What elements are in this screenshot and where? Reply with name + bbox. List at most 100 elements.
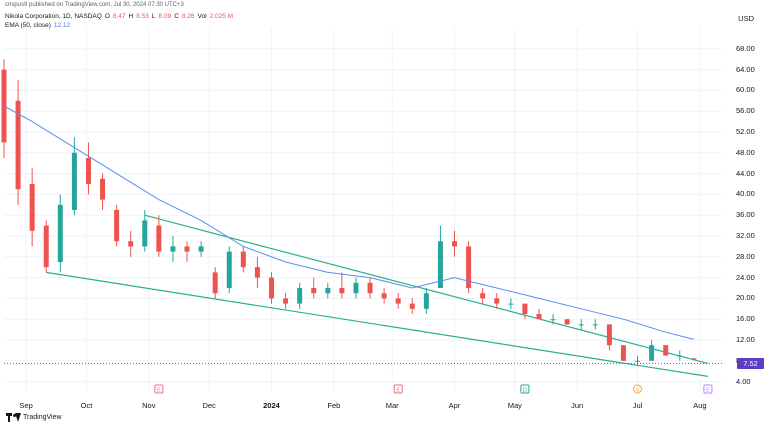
volume-key: Vol (197, 13, 207, 20)
candle-body (494, 298, 500, 304)
candle-body (508, 303, 514, 305)
candle-body (606, 324, 612, 346)
event-marker-label: E (396, 388, 400, 394)
event-marker (520, 384, 530, 394)
event-marker (703, 384, 713, 394)
candle-body (423, 293, 429, 309)
ema-label: EMA (50, close) (5, 22, 51, 29)
candle-body (283, 298, 289, 304)
chart-legend: Nikola Corporation, 1D, NASDAQ O 8.47 H 8.… (5, 12, 233, 30)
candle-body (480, 293, 486, 299)
event-marker-label: E (157, 388, 161, 394)
ohlc-legend-row: Nikola Corporation, 1D, NASDAQ O 8.47 H 8.… (5, 12, 233, 21)
close-key: C (174, 13, 179, 20)
candle-body (170, 246, 176, 252)
event-marker-label: D (523, 388, 527, 394)
candle-body (114, 210, 120, 242)
time-tick-label: Dec (202, 401, 216, 410)
brand-label: TradingView (23, 414, 62, 421)
price-tick-label: 44.00 (736, 168, 755, 178)
time-tick-label: Mar (385, 401, 399, 410)
candle-body (592, 324, 598, 326)
candle-body (367, 282, 373, 294)
close-value: 8.26 (181, 13, 195, 20)
candle-body (550, 319, 556, 321)
low-key: L (151, 13, 156, 20)
price-tick-label: 4.00 (736, 376, 751, 386)
candle-body (437, 241, 443, 288)
candle-body (522, 303, 528, 314)
candle-body (198, 246, 204, 252)
tradingview-logo[interactable]: TradingView (6, 413, 62, 422)
ema-value: 12.12 (53, 22, 71, 29)
candle-body (71, 152, 77, 210)
price-tick-label: 28.00 (736, 251, 755, 261)
open-value: 8.47 (112, 13, 126, 20)
candle-body (254, 267, 260, 278)
time-tick-label: Feb (327, 401, 341, 410)
event-marker (393, 384, 403, 394)
candle-body (649, 345, 655, 361)
candle-body (663, 345, 669, 356)
candle-body (620, 345, 626, 361)
event-marker-label: S (636, 388, 640, 394)
candle-body (691, 358, 697, 360)
low-value: 8.09 (158, 13, 172, 20)
candle-body (85, 158, 91, 184)
price-tick-label: 12.00 (736, 335, 755, 344)
open-key: O (104, 13, 110, 20)
price-tick-label: 40.00 (736, 189, 755, 199)
candle-body (381, 293, 387, 299)
time-tick-label: Aug (693, 401, 707, 410)
candle-body (240, 251, 246, 268)
ema-line (3, 105, 694, 340)
price-tick-label: 52.00 (736, 127, 755, 136)
price-tick-label: 32.00 (736, 231, 755, 240)
candle-body (536, 314, 542, 320)
candle-body (677, 355, 683, 357)
price-tick-label: 20.00 (736, 293, 755, 303)
time-tick-label: Jun (571, 401, 584, 410)
candle-body (578, 324, 584, 326)
price-tick-label: 48.00 (736, 147, 755, 157)
candle-body (311, 288, 317, 294)
candle-body (226, 251, 232, 288)
high-value: 8.53 (136, 13, 149, 20)
candle-body (395, 298, 401, 304)
candle-body (142, 220, 148, 247)
time-tick-label: 2024 (263, 401, 280, 410)
symbol-label[interactable]: Nikola Corporation, 1D, NASDAQ (5, 13, 102, 20)
candle-body (156, 225, 162, 252)
time-tick-label: Nov (142, 401, 156, 410)
tradingview-icon (6, 413, 21, 422)
candle-body (564, 319, 570, 325)
candle-body (268, 277, 274, 299)
candle-body (466, 246, 472, 288)
candle-body (15, 100, 21, 190)
candle-body (212, 272, 218, 294)
event-marker (154, 384, 164, 394)
candle-body (409, 303, 415, 309)
high-key: H (128, 13, 134, 20)
time-tick-label: Jul (632, 401, 643, 410)
candle-body (339, 288, 345, 294)
event-marker (633, 384, 643, 394)
time-tick-label: Sep (19, 401, 33, 410)
time-tick-label: Oct (80, 401, 93, 410)
price-tick-label: 24.00 (736, 272, 755, 282)
ema-legend-row[interactable]: EMA (50, close) 12.12 (5, 21, 233, 30)
candle-body (325, 288, 331, 294)
volume-value: 2.025 M (209, 13, 234, 20)
event-marker-label: E (706, 388, 710, 394)
candle-body (184, 246, 190, 252)
price-tick-label: 56.00 (736, 106, 755, 116)
candle-body (57, 204, 63, 262)
candle-body (29, 184, 35, 231)
price-tick-label: 64.00 (736, 64, 755, 74)
candle-body (297, 288, 303, 304)
last-price-tag: 7.52 (737, 357, 764, 369)
candle-body (43, 225, 49, 268)
candle-body (128, 241, 134, 247)
